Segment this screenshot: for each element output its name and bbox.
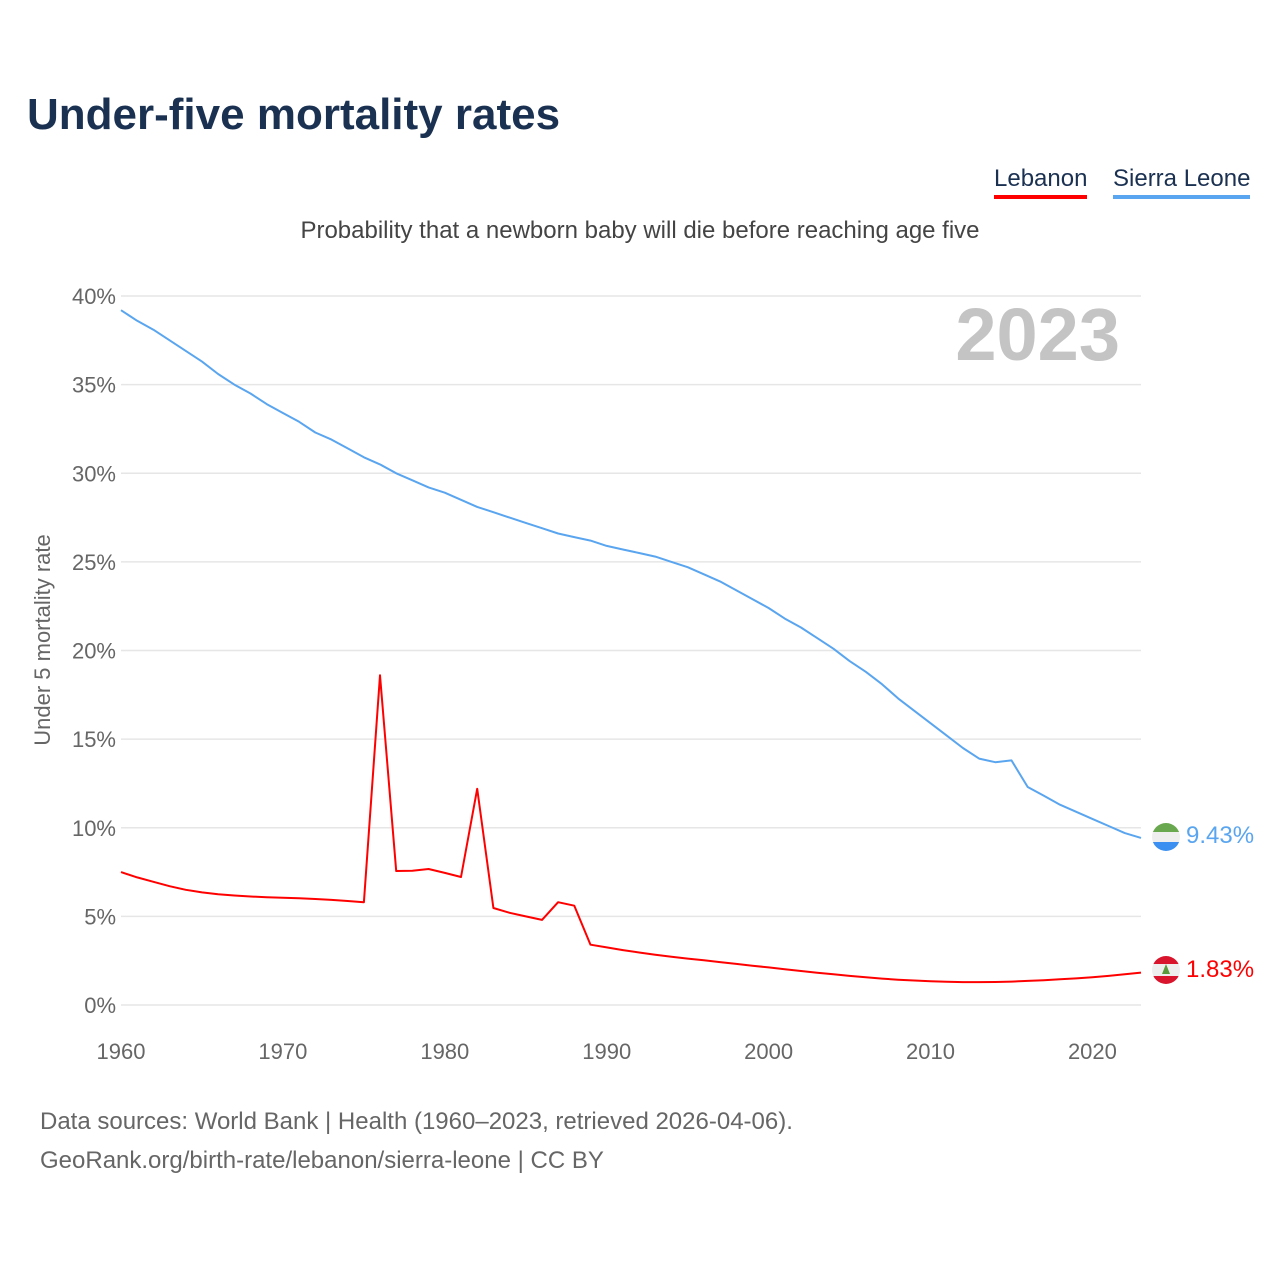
y-tick-label: 10% [72,816,116,841]
y-tick-label: 0% [84,993,116,1018]
legend-lebanon[interactable]: Lebanon [994,165,1088,199]
sierra-leone-end-label: 9.43% [1186,822,1254,849]
year-label: 2023 [955,293,1120,376]
x-tick-label: 2020 [1068,1039,1117,1064]
y-tick-label: 5% [84,904,116,929]
lebanon-flag-icon [1152,956,1180,984]
y-tick-label: 25% [72,550,116,575]
y-tick-label: 20% [72,639,116,664]
lebanon-end-label: 1.83% [1186,956,1254,983]
x-tick-label: 1970 [258,1039,307,1064]
footer-sources: Data sources: World Bank | Health (1960–… [40,1108,793,1135]
legend-sierra-leone[interactable]: Sierra Leone [1113,165,1251,199]
chart-subtitle: Probability that a newborn baby will die… [300,217,980,244]
sierra-leone-flag-icon [1152,823,1180,851]
series-line-sierra-leone [120,309,1142,839]
series-line-lebanon [120,674,1142,984]
x-tick-label: 2000 [744,1039,793,1064]
chart-title: Under-five mortality rates [27,90,561,139]
y-tick-label: 15% [72,727,116,752]
y-tick-label: 40% [72,284,116,309]
x-tick-label: 1960 [97,1039,146,1064]
x-tick-label: 1990 [582,1039,631,1064]
x-tick-label: 2010 [906,1039,955,1064]
y-axis-label: Under 5 mortality rate [30,534,55,746]
x-tick-label: 1980 [420,1039,469,1064]
y-tick-label: 35% [72,373,116,398]
y-tick-label: 30% [72,461,116,486]
footer-link[interactable]: GeoRank.org/birth-rate/lebanon/sierra-le… [40,1147,604,1174]
